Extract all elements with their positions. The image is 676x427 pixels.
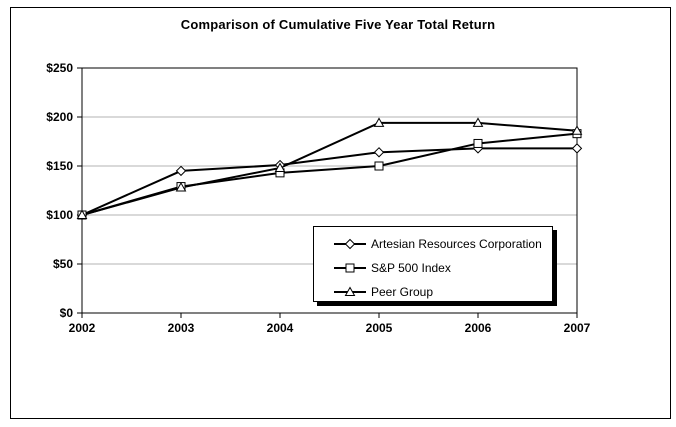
y-axis-tick-label: $150 [46,159,73,173]
x-axis-tick-label: 2007 [564,321,591,335]
chart-outer-border [10,7,671,419]
y-axis-tick-label: $100 [46,208,73,222]
y-axis-tick-label: $200 [46,110,73,124]
x-axis-tick-label: 2003 [168,321,195,335]
series-markers-peer-group [76,117,583,219]
y-axis-tick-label: $0 [60,306,74,320]
chart-title: Comparison of Cumulative Five Year Total… [180,17,496,32]
y-axis-tick-label: $250 [46,61,73,75]
series-markers-s-p-500-index [77,129,582,220]
legend-item-peer-group: Peer Group [334,280,552,304]
y-axis-labels: $0 $50 $100 $150 $200 $250 [46,61,73,320]
legend-item-sp500: S&P 500 Index [334,256,552,280]
x-axis-labels: 2002 2003 2004 2005 2006 2007 [69,321,591,335]
legend-item-artesian: Artesian Resources Corporation [334,232,552,256]
y-axis-tick-label: $50 [53,257,73,271]
chart-legend: Artesian Resources Corporation S&P 500 I… [313,226,553,302]
x-axis-tick-label: 2006 [465,321,492,335]
plot-border [81,67,578,314]
legend-label: Artesian Resources Corporation [371,237,542,251]
x-axis-tick-label: 2005 [366,321,393,335]
x-axis-tick-label: 2002 [69,321,96,335]
triangle-marker-line-icon [334,286,366,296]
legend-label: Peer Group [371,285,434,299]
series-markers-artesian-resources-corporation [76,143,583,221]
series-line-artesian-resources-corporation [81,147,577,216]
diamond-marker-line-icon [334,238,366,250]
x-axis-tick-label: 2004 [267,321,294,335]
series-line-peer-group [81,121,578,216]
square-marker-line-icon [334,263,366,273]
legend-label: S&P 500 Index [371,261,451,275]
